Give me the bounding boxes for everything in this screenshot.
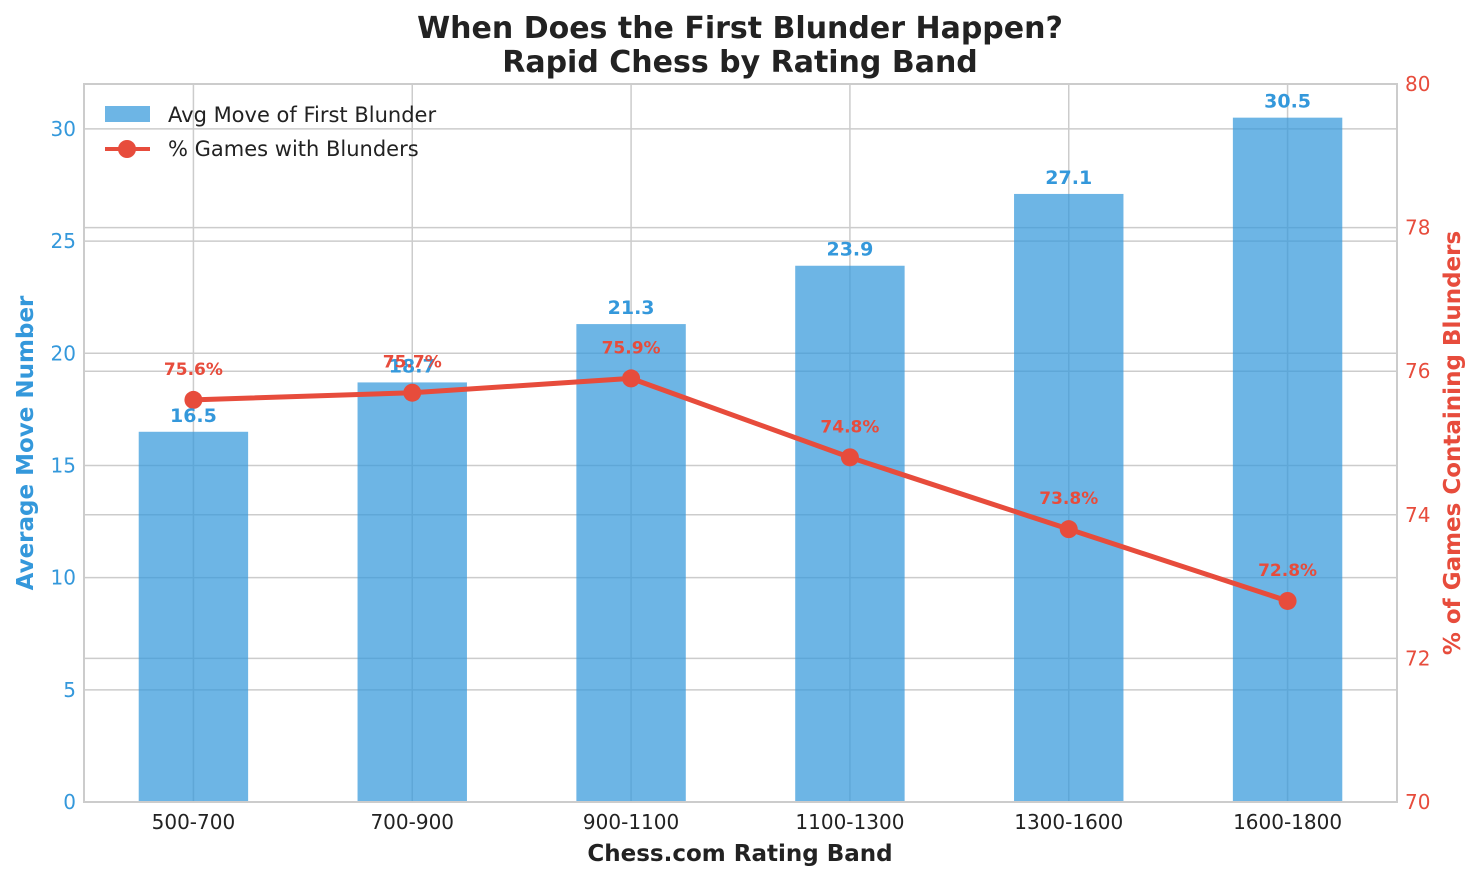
bar-value-label-2: 21.3 — [608, 297, 655, 319]
line-point-4 — [1059, 520, 1078, 539]
line-point-1 — [403, 383, 422, 402]
y-axis-right-label: % of Games Containing Blunders — [1440, 231, 1466, 655]
x-axis-label: Chess.com Rating Band — [587, 841, 892, 867]
axes: 0 5 10 15 20 25 30 70 72 74 76 78 80 500-700 700-900 90… — [51, 72, 1431, 834]
legend: Avg Move of First Blunder % Games with B… — [105, 103, 436, 161]
y-axis-left-label: Average Move Number — [13, 295, 39, 590]
line-value-label-2: 75.9% — [602, 338, 661, 358]
bar-2 — [576, 324, 686, 802]
bar-series — [138, 117, 1343, 803]
bar-value-label-3: 23.9 — [826, 239, 873, 261]
y-right-tick-label-3: 76 — [1405, 359, 1430, 383]
y-right-tick-label-5: 80 — [1405, 72, 1430, 96]
legend-bar-swatch — [105, 106, 150, 122]
y-left-tick-label-2: 10 — [51, 566, 76, 590]
bar-0 — [138, 431, 249, 802]
legend-bar-label: Avg Move of First Blunder — [168, 103, 436, 127]
bar-1 — [357, 382, 467, 802]
line-point-3 — [840, 448, 859, 467]
line-value-label-5: 72.8% — [1258, 561, 1317, 581]
line-value-label-0: 75.6% — [164, 360, 223, 380]
y-left-tick-label-3: 15 — [51, 453, 76, 477]
bar-value-label-0: 16.5 — [170, 405, 217, 427]
y-left-tick-label-1: 5 — [63, 678, 76, 702]
y-right-tick-label-2: 74 — [1405, 503, 1430, 527]
line-point-0 — [184, 390, 203, 409]
bar-value-label-5: 30.5 — [1264, 91, 1311, 113]
y-right-tick-label-1: 72 — [1405, 646, 1430, 670]
y-left-tick-label-6: 30 — [51, 117, 76, 141]
line-value-label-4: 73.8% — [1039, 489, 1098, 509]
y-left-tick-label-5: 25 — [51, 229, 76, 253]
x-tick-label-3: 1100-1300 — [795, 810, 904, 834]
line-point-2 — [622, 369, 641, 388]
x-tick-label-0: 500-700 — [152, 810, 236, 834]
line-point-5 — [1278, 591, 1297, 610]
legend-line-marker — [118, 140, 136, 158]
bar-value-label-1: 18.7 — [389, 355, 436, 377]
x-tick-label-5: 1600-1800 — [1233, 810, 1342, 834]
y-left-tick-label-0: 0 — [63, 790, 76, 814]
y-left-tick-label-4: 20 — [51, 341, 76, 365]
y-right-tick-label-0: 70 — [1405, 790, 1430, 814]
chart-title-line1: When Does the First Blunder Happen? — [417, 11, 1063, 46]
legend-line-label: % Games with Blunders — [168, 137, 419, 161]
data-labels: 16.5 18.7 21.3 23.9 27.1 30.5 75.6% 75.7% 75.9% 7… — [164, 91, 1317, 581]
bar-value-label-4: 27.1 — [1045, 167, 1092, 189]
bar-5 — [1232, 117, 1343, 802]
x-tick-label-4: 1300-1600 — [1014, 810, 1123, 834]
x-tick-label-2: 900-1100 — [583, 810, 679, 834]
line-path — [193, 375, 1289, 604]
line-value-label-3: 74.8% — [820, 417, 879, 437]
chart-title-line2: Rapid Chess by Rating Band — [502, 45, 978, 80]
bar-4 — [1014, 193, 1124, 803]
line-series — [184, 369, 1297, 610]
y-right-tick-label-4: 78 — [1405, 216, 1430, 240]
bar-3 — [795, 265, 905, 802]
x-tick-label-1: 700-900 — [370, 810, 454, 834]
plot-frame — [83, 83, 1398, 803]
line-value-label-1: 75.7% — [383, 353, 442, 373]
grid — [84, 83, 1397, 803]
